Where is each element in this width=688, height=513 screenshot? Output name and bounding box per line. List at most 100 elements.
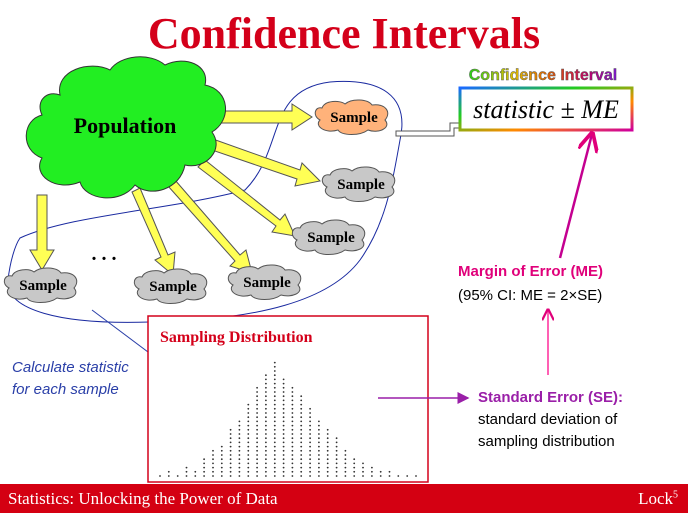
dot	[273, 424, 276, 427]
dot	[335, 462, 338, 465]
dot	[309, 424, 311, 427]
dot	[326, 445, 329, 448]
dotplot-column	[273, 361, 276, 477]
dot	[247, 454, 250, 456]
dot	[273, 370, 276, 372]
dot	[282, 441, 285, 444]
dot	[291, 399, 294, 402]
dot	[220, 462, 223, 465]
dot	[300, 454, 303, 456]
dot	[229, 475, 232, 477]
dot	[265, 395, 267, 398]
dot	[309, 449, 311, 452]
dot	[291, 407, 294, 410]
dot	[203, 462, 206, 465]
dot	[273, 445, 276, 448]
dot	[318, 454, 320, 456]
dot	[300, 441, 303, 444]
dot	[238, 462, 241, 465]
dot	[291, 391, 294, 393]
dot	[344, 475, 347, 477]
dot	[229, 462, 232, 465]
dot	[282, 399, 285, 402]
dot	[309, 454, 311, 456]
dot	[247, 441, 250, 444]
dot	[265, 454, 267, 456]
dot	[291, 441, 294, 444]
dot	[300, 428, 303, 431]
dotplot-column	[247, 403, 250, 477]
dotplot-column	[194, 470, 197, 477]
dot	[300, 412, 303, 414]
dot	[247, 470, 250, 473]
dot	[300, 403, 303, 406]
dot	[282, 458, 285, 461]
dot	[238, 437, 241, 440]
dot	[282, 462, 285, 465]
dot	[229, 428, 232, 431]
se-line-2: sampling distribution	[478, 433, 615, 450]
dot	[256, 437, 258, 440]
dot	[282, 412, 285, 414]
dot	[265, 441, 267, 444]
dot	[212, 449, 214, 452]
dot	[212, 462, 214, 465]
dot	[371, 466, 373, 469]
dot	[265, 470, 267, 473]
dot	[326, 437, 329, 440]
dot	[300, 458, 303, 461]
dot	[265, 420, 267, 423]
dot	[300, 416, 303, 419]
dot	[273, 365, 276, 368]
dot	[300, 424, 303, 427]
sampling-distribution-title: Sampling Distribution	[160, 329, 313, 346]
dot	[309, 437, 311, 440]
dot	[247, 428, 250, 431]
dot	[318, 475, 320, 477]
dot	[247, 412, 250, 414]
dot	[291, 403, 294, 406]
dot	[256, 470, 258, 473]
dot	[238, 428, 241, 431]
dot	[362, 470, 364, 473]
dot	[282, 428, 285, 431]
dot	[282, 454, 285, 456]
dot	[265, 462, 267, 465]
dot	[273, 454, 276, 456]
dot	[300, 445, 303, 448]
dot	[362, 475, 364, 477]
dot	[265, 386, 267, 389]
dot	[309, 433, 311, 435]
dot	[291, 428, 294, 431]
footer-author-name: Lock	[638, 489, 673, 508]
dot	[273, 433, 276, 435]
dot	[309, 420, 311, 423]
dotplot-column	[256, 386, 258, 477]
dot	[247, 445, 250, 448]
dot	[300, 437, 303, 440]
calc-line-2: for each sample	[12, 381, 119, 398]
dot	[273, 407, 276, 410]
dot	[265, 412, 267, 414]
dot	[247, 424, 250, 427]
se-line-1: standard deviation of	[478, 411, 618, 428]
arrow-to-sample-3	[197, 159, 296, 237]
dot	[318, 449, 320, 452]
dotplot-column	[176, 475, 179, 477]
dot	[318, 445, 320, 448]
dot	[291, 433, 294, 435]
dot	[159, 475, 161, 477]
footer-course-title: Statistics: Unlocking the Power of Data	[8, 489, 278, 508]
dot	[220, 454, 223, 456]
dot	[300, 475, 303, 477]
dot	[300, 395, 303, 398]
dot	[256, 458, 258, 461]
dot	[256, 386, 258, 389]
dot	[265, 449, 267, 452]
dot	[265, 475, 267, 477]
dot	[282, 420, 285, 423]
dot	[238, 441, 241, 444]
dotplot-column	[167, 470, 170, 477]
dot	[353, 466, 356, 469]
dot	[335, 475, 338, 477]
